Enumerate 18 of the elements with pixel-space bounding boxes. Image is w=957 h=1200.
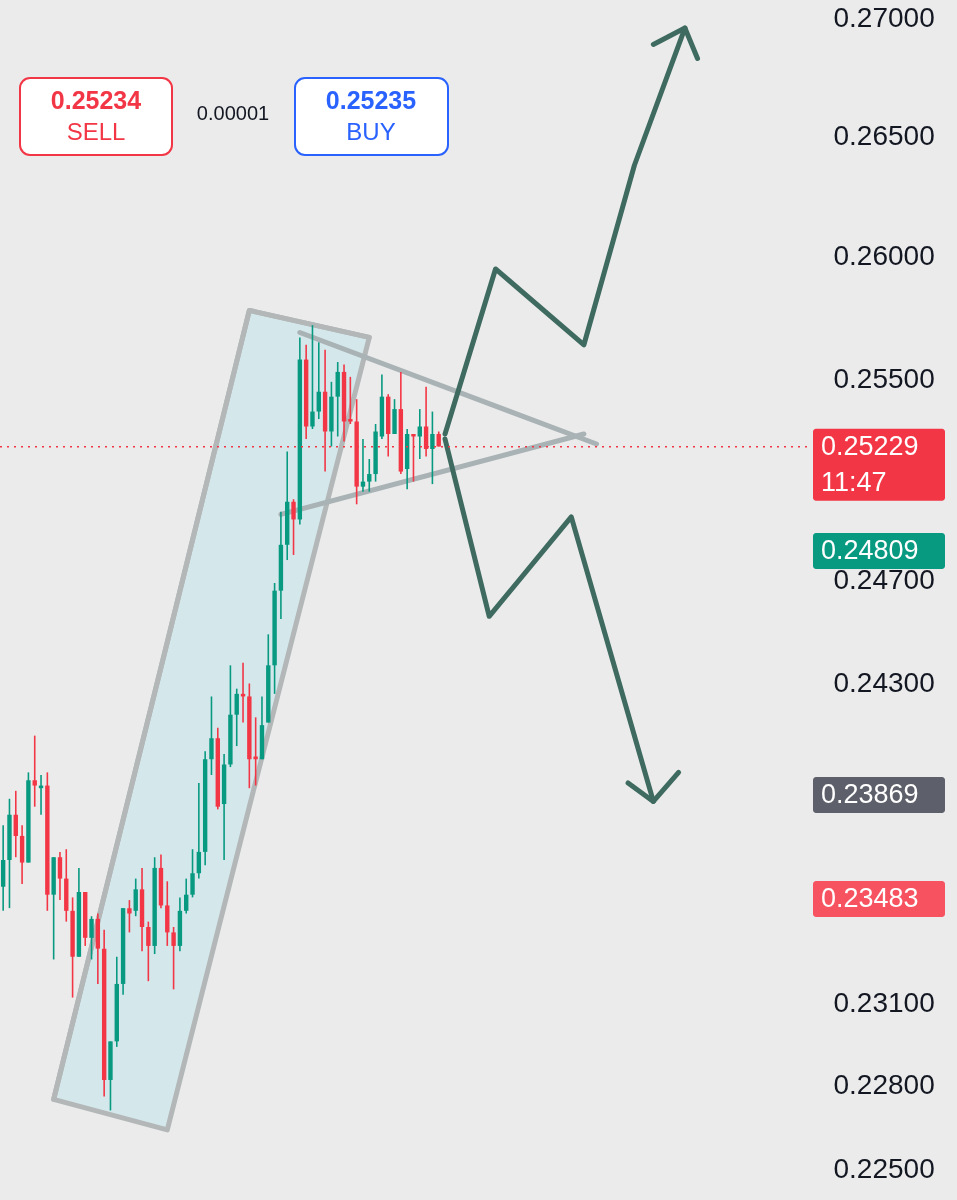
ref-line-label: 0.25229 11:47 (821, 430, 919, 497)
y-tick-label: 0.24300 (833, 666, 935, 698)
text: 0.23483 (821, 883, 919, 913)
text: 0.24809 (821, 535, 919, 565)
y-tick-label: 0.27000 (833, 2, 935, 34)
text: 0.23869 (821, 779, 919, 809)
y-tick-label: 0.26500 (833, 120, 935, 152)
annotation: 0.00001 (196, 102, 270, 124)
y-tick-label: 0.26000 (833, 240, 935, 272)
y-tick-label: 0.23100 (833, 986, 935, 1018)
y-tick-label: 0.22800 (833, 1069, 935, 1100)
annotation: SELL (66, 118, 126, 145)
y-tick-label: 0.24700 (833, 563, 935, 595)
annotation: 0.25234 (50, 86, 142, 114)
y-tick-label: 0.25500 (833, 362, 935, 394)
annotation: BUY (346, 118, 396, 145)
annotation: 0.25235 (325, 86, 417, 114)
y-tick-label: 0.22500 (833, 1152, 935, 1184)
